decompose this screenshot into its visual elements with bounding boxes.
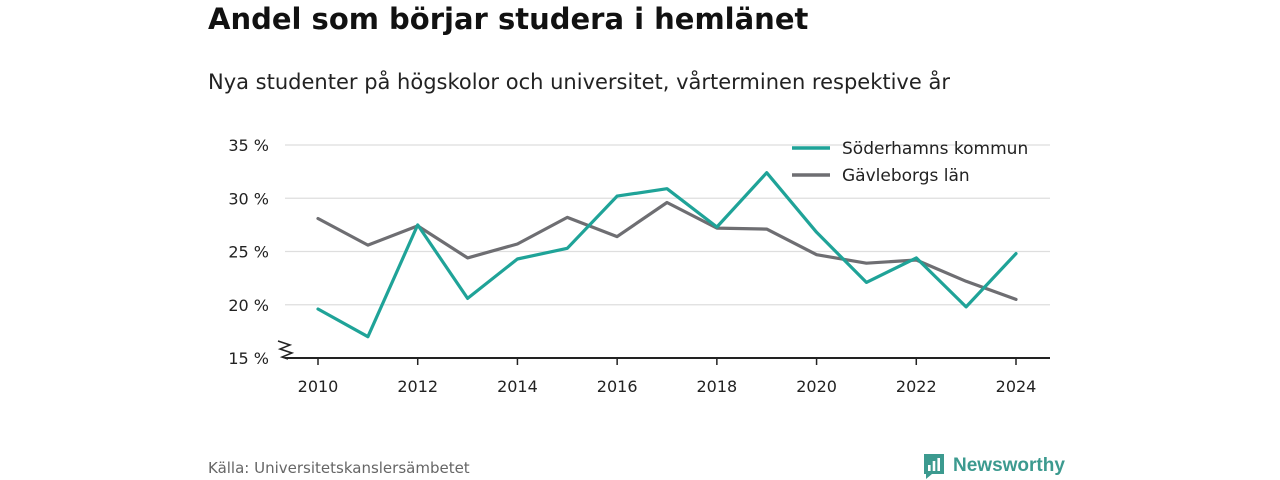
series-line-gavleborg [316,200,1018,301]
y-tick-label: 30 % [228,189,269,208]
x-tick-label: 2010 [298,377,339,396]
legend-label: Gävleborgs län [842,166,970,186]
series-line-soderhamn [316,171,1018,339]
bar-chart-icon [924,454,944,479]
chart-subtitle: Nya studenter på högskolor och universit… [208,70,950,94]
x-tick-label: 2022 [896,377,937,396]
x-tick-label: 2020 [796,377,837,396]
chart-title: Andel som börjar studera i hemlänet [208,2,809,36]
y-tick-label: 15 % [228,349,269,368]
x-tick-label: 2014 [497,377,538,396]
x-tick-label: 2018 [696,377,737,396]
newsworthy-logo[interactable]: Newsworthy [922,452,1065,480]
brand-name: Newsworthy [953,455,1065,476]
x-tick-label: 2016 [597,377,638,396]
axis-break-icon [277,340,295,360]
legend-label: Söderhamns kommun [842,139,1028,159]
y-tick-label: 25 % [228,243,269,262]
x-tick-label: 2024 [996,377,1037,396]
x-tick-label: 2012 [397,377,438,396]
source-note: Källa: Universitetskanslersämbetet [208,459,470,477]
y-tick-label: 35 % [228,136,269,155]
line-chart: 15 % 20 % 25 % 30 % 35 % 2010 2012 2014 2016 2018… [228,136,1050,396]
y-tick-label: 20 % [228,296,269,315]
